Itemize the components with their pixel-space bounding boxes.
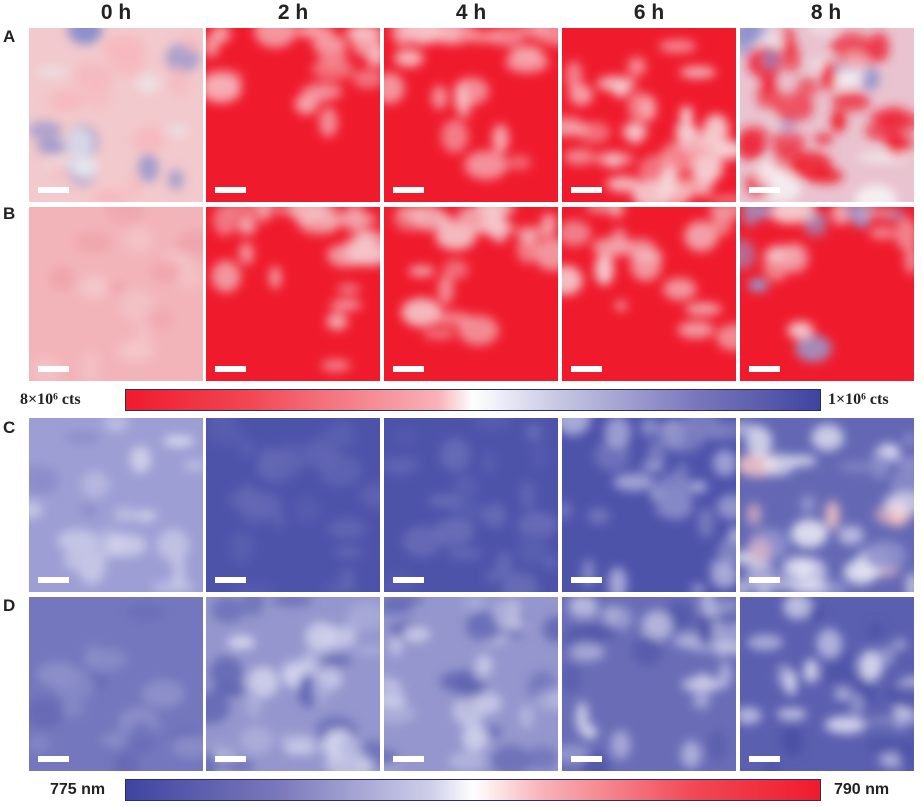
row-label-d: D — [3, 596, 16, 615]
scale-bar — [571, 366, 602, 372]
scale-bar — [571, 577, 602, 583]
image-panel-b-0 — [29, 207, 203, 381]
scale-bar — [571, 187, 602, 193]
scale-bar — [393, 756, 424, 762]
image-panel-c-0 — [29, 418, 203, 592]
scale-bar — [749, 756, 780, 762]
image-panel-d-4 — [740, 597, 914, 771]
scale-bar — [749, 187, 780, 193]
colorbar-intensity — [125, 389, 821, 411]
scale-bar — [38, 366, 69, 372]
image-panel-b-1 — [206, 207, 380, 381]
scale-bar — [38, 187, 69, 193]
column-header-0h: 0 h — [100, 1, 132, 24]
image-panel-c-3 — [562, 418, 736, 592]
colorbar-wavelength — [125, 779, 821, 801]
image-panel-c-2 — [384, 418, 558, 592]
image-panel-d-2 — [384, 597, 558, 771]
colorbar-intensity-right-label: 1×10⁶ cts — [828, 391, 889, 408]
column-header-6h: 6 h — [633, 1, 665, 24]
image-panel-d-0 — [29, 597, 203, 771]
image-panel-b-4 — [740, 207, 914, 381]
scale-bar — [215, 577, 246, 583]
row-label-c: C — [3, 418, 16, 437]
scale-bar — [393, 187, 424, 193]
image-panel-b-2 — [384, 207, 558, 381]
scale-bar — [571, 756, 602, 762]
colorbar-wavelength-left-label: 775 nm — [50, 781, 106, 798]
row-label-a: A — [3, 27, 16, 46]
scale-bar — [215, 366, 246, 372]
image-panel-c-4 — [740, 418, 914, 592]
colorbar-wavelength-right-label: 790 nm — [834, 781, 890, 798]
scale-bar — [749, 366, 780, 372]
image-panel-d-1 — [206, 597, 380, 771]
image-panel-c-1 — [206, 418, 380, 592]
colorbar-intensity-left-label: 8×10⁶ cts — [20, 391, 81, 408]
scale-bar — [749, 577, 780, 583]
image-panel-a-2 — [384, 28, 558, 202]
row-label-b: B — [3, 204, 16, 223]
image-panel-d-3 — [562, 597, 736, 771]
column-header-2h: 2 h — [277, 1, 309, 24]
image-panel-b-3 — [562, 207, 736, 381]
scale-bar — [215, 187, 246, 193]
column-header-4h: 4 h — [455, 1, 487, 24]
scale-bar — [38, 577, 69, 583]
image-panel-a-1 — [206, 28, 380, 202]
scale-bar — [215, 756, 246, 762]
image-panel-a-4 — [740, 28, 914, 202]
scale-bar — [393, 366, 424, 372]
scale-bar — [393, 577, 424, 583]
column-header-8h: 8 h — [810, 1, 842, 24]
image-panel-a-0 — [29, 28, 203, 202]
image-panel-a-3 — [562, 28, 736, 202]
scale-bar — [38, 756, 69, 762]
